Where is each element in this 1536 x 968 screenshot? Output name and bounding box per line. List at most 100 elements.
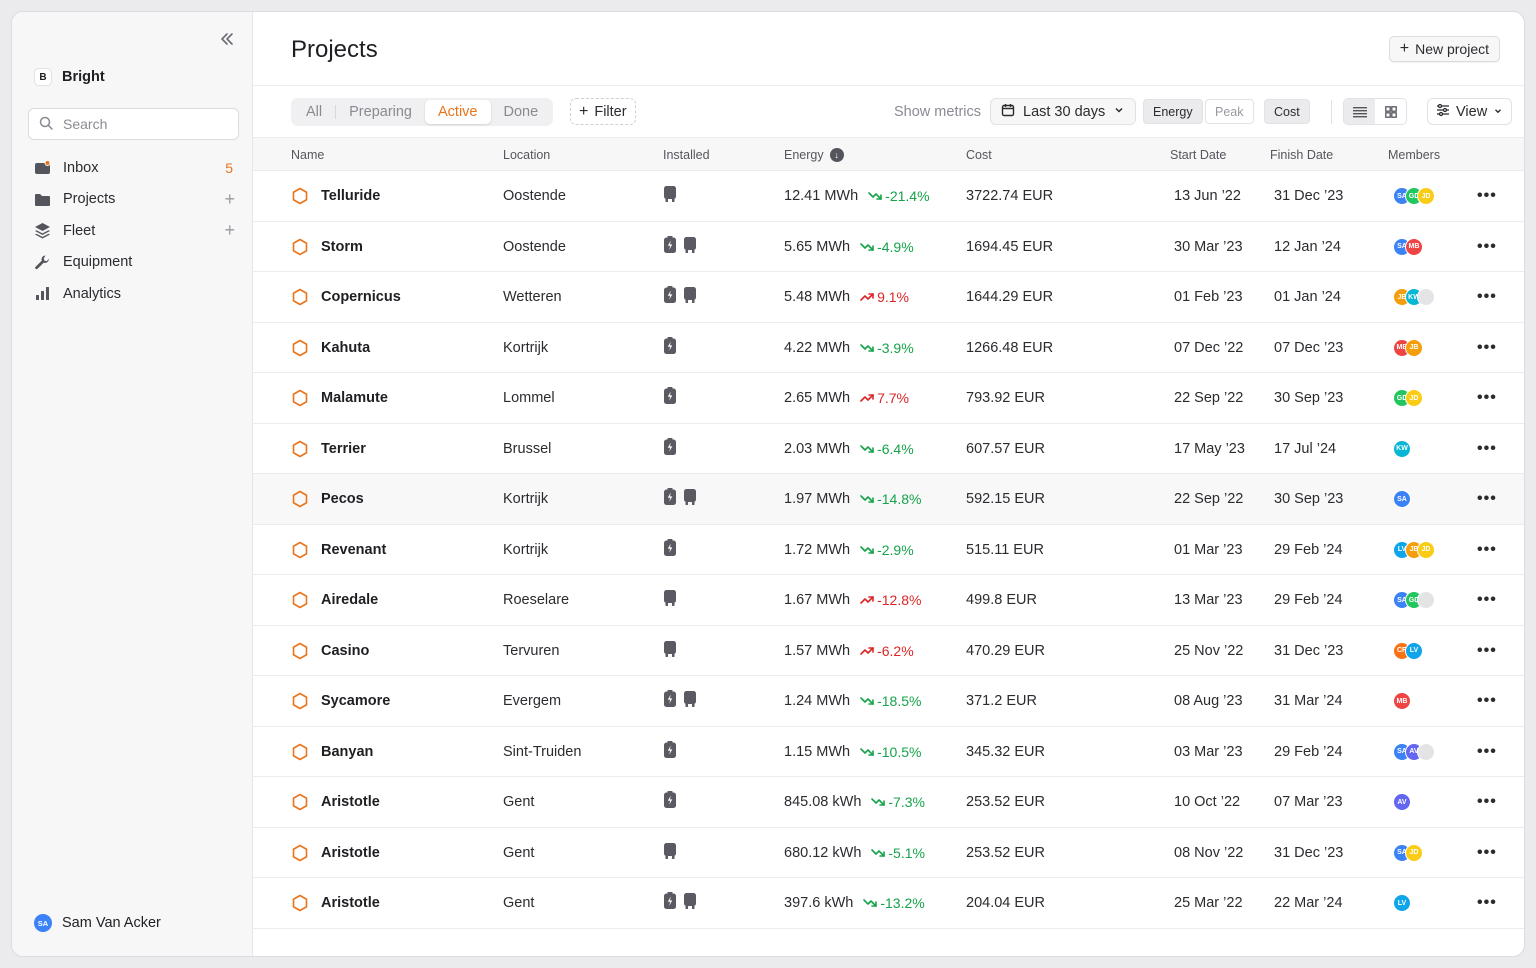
avatar[interactable]: LV	[1405, 641, 1423, 660]
table-row[interactable]: Copernicus Wetteren 5.48 MWh 9.1% 1644.29 EU…	[253, 272, 1524, 323]
more-members-avatar[interactable]	[1417, 288, 1435, 306]
avatar[interactable]: MB	[1405, 237, 1423, 256]
project-name-cell[interactable]: Kahuta	[291, 323, 370, 373]
column-header-energy[interactable]: Energy ↓	[784, 148, 844, 162]
more-options-icon[interactable]: •••	[1477, 389, 1497, 406]
more-options-icon[interactable]: •••	[1477, 187, 1497, 204]
avatar[interactable]: JD	[1405, 843, 1423, 862]
more-options-icon[interactable]: •••	[1477, 894, 1497, 911]
more-options-icon[interactable]: •••	[1477, 338, 1497, 356]
grid-view-icon[interactable]	[1375, 99, 1406, 124]
avatar[interactable]: MB	[1393, 692, 1411, 710]
more-options-icon[interactable]: •••	[1477, 288, 1497, 305]
table-row[interactable]: Aristotle Gent 680.12 kWh -5.1% 253.52 EUR 08…	[253, 828, 1524, 878]
table-row[interactable]: Airedale Roeselare 1.67 MWh -12.8% 499.8 EUR…	[253, 575, 1524, 626]
project-name-cell[interactable]: Aristotle	[291, 878, 380, 928]
battery-icon	[663, 235, 677, 258]
sidebar-item-fleet[interactable]: Fleet +	[28, 215, 239, 247]
plus-icon: +	[579, 102, 589, 120]
column-header-location[interactable]: Location	[503, 148, 551, 162]
sidebar-item-inbox[interactable]: Inbox 5	[28, 152, 239, 184]
project-name-cell[interactable]: Airedale	[291, 575, 378, 625]
tab-done[interactable]: Done	[503, 104, 539, 120]
project-name-cell[interactable]: Telluride	[291, 171, 380, 221]
tab-preparing[interactable]: Preparing	[349, 104, 412, 120]
table-row[interactable]: Revenant Kortrijk 1.72 MWh -2.9% 515.11 EUR 0…	[253, 525, 1524, 575]
date-range-select[interactable]: Last 30 days	[990, 98, 1137, 125]
list-view-icon[interactable]	[1344, 99, 1375, 124]
table-row[interactable]: Aristotle Gent 397.6 kWh -13.2% 204.04 EUR 25…	[253, 878, 1524, 929]
metric-toggle-energy[interactable]: Energy	[1143, 99, 1203, 124]
more-options-icon[interactable]: •••	[1477, 843, 1497, 861]
avatar[interactable]: JD	[1405, 389, 1423, 407]
hexagon-icon	[291, 743, 309, 761]
column-header-name[interactable]: Name	[291, 148, 325, 162]
collapse-sidebar-icon[interactable]	[217, 29, 237, 49]
table-row[interactable]: Terrier Brussel 2.03 MWh -6.4% 607.57 EUR 17 …	[253, 424, 1524, 474]
sort-descending-icon[interactable]: ↓	[829, 148, 844, 162]
project-name-cell[interactable]: Malamute	[291, 373, 388, 423]
brand[interactable]: B Bright	[34, 68, 105, 86]
avatar[interactable]: SA	[1393, 490, 1411, 508]
table-row[interactable]: Kahuta Kortrijk 4.22 MWh -3.9% 1266.48 EUR 07…	[253, 323, 1524, 373]
search-input[interactable]: Search	[28, 108, 239, 140]
avatar[interactable]: LV	[1393, 894, 1411, 912]
project-name-cell[interactable]: Sycamore	[291, 676, 390, 726]
project-name-cell[interactable]: Storm	[291, 222, 363, 272]
view-options-button[interactable]: View	[1427, 98, 1513, 125]
column-header-start-date[interactable]: Start Date	[1170, 148, 1227, 162]
avatar[interactable]: JD	[1417, 540, 1435, 559]
metric-toggle-peak[interactable]: Peak	[1205, 99, 1254, 124]
add-fleet-icon[interactable]: +	[224, 220, 235, 241]
more-options-icon[interactable]: •••	[1477, 591, 1497, 608]
more-options-icon[interactable]: •••	[1477, 439, 1497, 457]
table-row[interactable]: Aristotle Gent 845.08 kWh -7.3% 253.52 EUR 10…	[253, 777, 1524, 828]
sidebar-item-analytics[interactable]: Analytics	[28, 278, 239, 310]
avatar[interactable]: JD	[1417, 187, 1435, 205]
project-name-cell[interactable]: Casino	[291, 626, 369, 676]
column-header-finish-date[interactable]: Finish Date	[1270, 148, 1334, 162]
user-profile[interactable]: SA Sam Van Acker	[34, 914, 161, 932]
project-name-cell[interactable]: Aristotle	[291, 828, 380, 878]
add-project-icon[interactable]: +	[224, 188, 235, 209]
sidebar-item-equipment[interactable]: Equipment	[28, 247, 239, 279]
table-row[interactable]: Telluride Oostende 12.41 MWh -21.4% 3722.74 …	[253, 171, 1524, 222]
avatar[interactable]: KW	[1393, 439, 1411, 458]
avatar[interactable]: JB	[1405, 338, 1423, 357]
more-options-icon[interactable]: •••	[1477, 692, 1497, 709]
energy-value: 1.72 MWh	[784, 541, 851, 558]
column-header-members[interactable]: Members	[1388, 148, 1441, 162]
new-project-button[interactable]: + New project	[1388, 36, 1500, 62]
table-row[interactable]: Casino Tervuren 1.57 MWh -6.2% 470.29 EUR 25 …	[253, 626, 1524, 676]
more-options-icon[interactable]: •••	[1477, 742, 1497, 760]
avatar[interactable]: AV	[1393, 793, 1411, 811]
more-options-icon[interactable]: •••	[1477, 490, 1497, 507]
filter-button[interactable]: + Filter	[570, 98, 636, 125]
project-name-cell[interactable]: Terrier	[291, 424, 366, 474]
column-header-installed[interactable]: Installed	[663, 148, 710, 162]
trend-value: 9.1%	[877, 289, 910, 305]
table-row[interactable]: Pecos Kortrijk 1.97 MWh -14.8% 592.15 EUR 22 …	[253, 474, 1524, 525]
project-name-cell[interactable]: Pecos	[291, 474, 364, 524]
table-row[interactable]: Sycamore Evergem 1.24 MWh -18.5% 371.2 EUR 08…	[253, 676, 1524, 727]
tab-all[interactable]: All	[306, 104, 323, 120]
location-cell: Evergem	[503, 693, 562, 709]
table-row[interactable]: Storm Oostende 5.65 MWh -4.9% 1694.45 EUR 30 …	[253, 222, 1524, 272]
project-name-cell[interactable]: Copernicus	[291, 272, 401, 322]
metric-toggle-cost[interactable]: Cost	[1264, 99, 1310, 124]
more-members-avatar[interactable]	[1417, 742, 1435, 761]
project-name-cell[interactable]: Banyan	[291, 727, 373, 777]
sidebar-item-projects[interactable]: Projects +	[28, 184, 239, 216]
project-name-cell[interactable]: Revenant	[291, 525, 386, 575]
more-options-icon[interactable]: •••	[1477, 540, 1497, 558]
table-row[interactable]: Banyan Sint-Truiden 1.15 MWh -10.5% 345.32 E…	[253, 727, 1524, 777]
start-date-cell: 30 Mar ’23	[1174, 238, 1243, 255]
more-options-icon[interactable]: •••	[1477, 237, 1497, 255]
more-options-icon[interactable]: •••	[1477, 641, 1497, 659]
more-options-icon[interactable]: •••	[1477, 793, 1497, 810]
project-name-cell[interactable]: Aristotle	[291, 777, 380, 827]
more-members-avatar[interactable]	[1417, 591, 1435, 609]
column-header-cost[interactable]: Cost	[966, 148, 992, 162]
tab-active[interactable]: Active	[425, 100, 491, 124]
table-row[interactable]: Malamute Lommel 2.65 MWh 7.7% 793.92 EUR 22 S…	[253, 373, 1524, 424]
